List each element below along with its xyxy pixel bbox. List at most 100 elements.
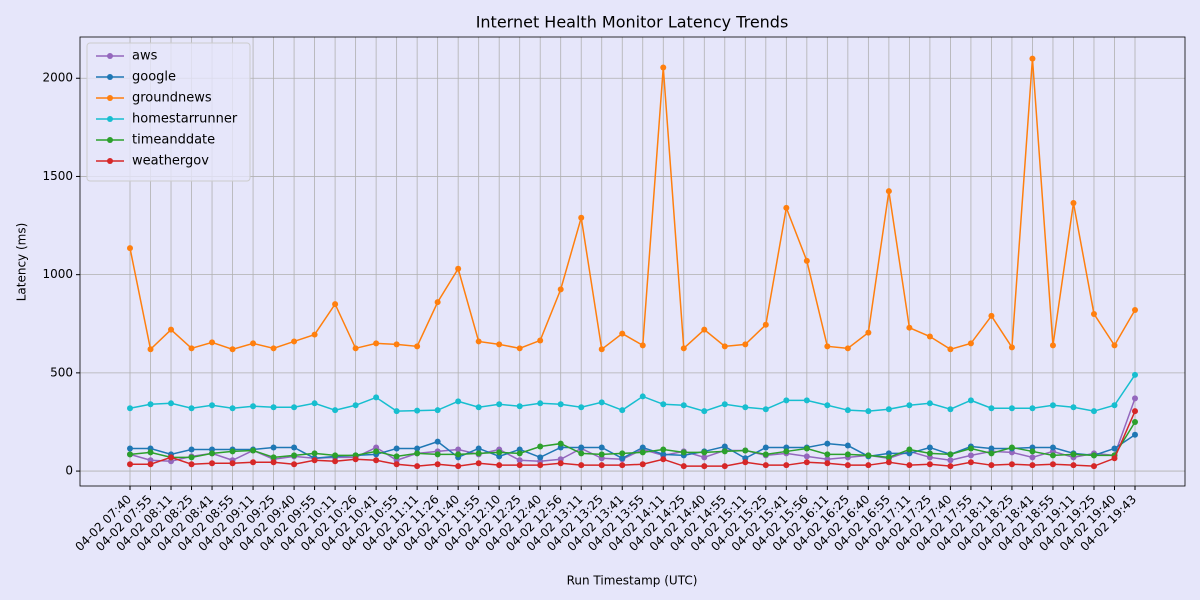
data-point [1111, 445, 1118, 452]
data-point [1029, 448, 1036, 455]
data-point [598, 451, 605, 458]
data-point [147, 461, 154, 468]
data-point [639, 342, 646, 349]
data-point [291, 404, 298, 411]
legend-marker [107, 95, 113, 101]
data-point [906, 402, 913, 409]
data-point [352, 402, 359, 409]
data-point [926, 444, 933, 451]
legend-label: google [132, 70, 176, 85]
data-point [598, 462, 605, 469]
series-line [129, 58, 1136, 351]
data-point [1111, 455, 1118, 462]
data-point [926, 333, 933, 340]
series-line [129, 398, 1136, 463]
data-point [967, 340, 974, 347]
data-point [537, 462, 544, 469]
data-point [1132, 395, 1138, 402]
data-point [947, 457, 954, 464]
data-point [598, 399, 605, 406]
data-point [209, 460, 216, 467]
data-point [762, 444, 769, 451]
data-point [619, 407, 626, 414]
data-point [373, 340, 380, 347]
data-point [967, 452, 974, 459]
data-point [639, 461, 646, 468]
data-point [352, 456, 359, 463]
data-point [250, 459, 257, 466]
data-point [516, 450, 523, 457]
data-point [598, 346, 605, 353]
data-point [824, 440, 831, 447]
data-point [988, 450, 995, 457]
data-point [844, 462, 851, 469]
data-point [1049, 461, 1056, 468]
data-point [127, 461, 133, 468]
data-point [783, 462, 790, 469]
data-point [803, 453, 810, 460]
data-point [1029, 462, 1036, 469]
data-point [291, 444, 298, 451]
data-point [250, 340, 257, 347]
data-point [537, 454, 544, 461]
data-point [209, 450, 216, 457]
data-point [1070, 404, 1077, 411]
data-point [414, 463, 421, 470]
chart-title: Internet Health Monitor Latency Trends [476, 13, 789, 32]
data-point [660, 401, 667, 408]
data-point [947, 406, 954, 413]
data-point [332, 407, 339, 414]
data-point [250, 447, 257, 454]
data-point [209, 402, 216, 409]
data-point [291, 452, 298, 459]
data-point [537, 443, 544, 450]
series-line [130, 410, 1136, 467]
data-point [414, 445, 421, 452]
data-point [803, 445, 810, 452]
data-point [721, 448, 728, 455]
data-point [988, 312, 995, 319]
series [127, 371, 1138, 415]
data-point [311, 450, 318, 457]
data-point [393, 445, 400, 452]
data-point [1049, 452, 1056, 459]
data-point [824, 402, 831, 409]
data-point [455, 451, 462, 458]
data-point [475, 404, 482, 411]
data-point [250, 403, 257, 410]
data-point [1029, 405, 1036, 412]
data-point [311, 457, 318, 464]
series [127, 55, 1138, 353]
data-point [537, 400, 544, 407]
data-point [578, 214, 585, 221]
data-point [1090, 310, 1097, 317]
data-point [188, 461, 195, 468]
data-point [393, 453, 400, 460]
data-point [885, 459, 892, 466]
data-point [947, 346, 954, 353]
data-point [844, 345, 851, 352]
data-point [188, 345, 195, 352]
data-point [762, 406, 769, 413]
data-point [742, 447, 749, 454]
data-point [1111, 402, 1118, 409]
data-point [967, 459, 974, 466]
data-point [844, 451, 851, 458]
data-point [1132, 408, 1138, 415]
data-point [906, 462, 913, 469]
data-point [188, 405, 195, 412]
data-point [147, 449, 154, 456]
data-point [1132, 431, 1138, 438]
data-point [619, 330, 626, 337]
y-tick-label: 1000 [42, 267, 73, 281]
data-point [660, 456, 667, 463]
data-point [393, 408, 400, 415]
data-point [229, 460, 236, 467]
data-point [619, 450, 626, 457]
data-point [496, 462, 503, 469]
data-point [1070, 451, 1077, 458]
data-point [168, 326, 175, 333]
y-tick-label: 500 [50, 365, 73, 379]
data-point [270, 444, 277, 451]
data-point [947, 451, 954, 458]
